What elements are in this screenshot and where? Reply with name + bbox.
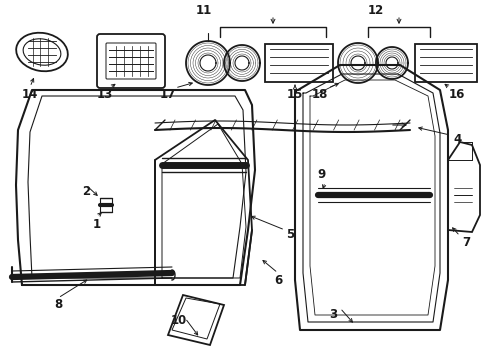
Text: 15: 15 — [286, 89, 303, 102]
Text: 10: 10 — [170, 314, 187, 327]
Text: 17: 17 — [160, 89, 176, 102]
Text: 16: 16 — [448, 89, 464, 102]
Text: 3: 3 — [328, 309, 336, 321]
Text: 8: 8 — [54, 298, 62, 311]
Text: 5: 5 — [285, 229, 293, 242]
Text: 9: 9 — [317, 168, 325, 181]
Text: 18: 18 — [311, 89, 327, 102]
Text: 4: 4 — [453, 134, 461, 147]
Text: 13: 13 — [97, 89, 113, 102]
Text: 2: 2 — [82, 185, 90, 198]
Text: 14: 14 — [22, 89, 38, 102]
Text: 7: 7 — [461, 235, 469, 248]
Text: 6: 6 — [273, 274, 282, 287]
Text: 12: 12 — [367, 4, 384, 17]
Text: 11: 11 — [196, 4, 212, 17]
Text: 1: 1 — [93, 219, 101, 231]
